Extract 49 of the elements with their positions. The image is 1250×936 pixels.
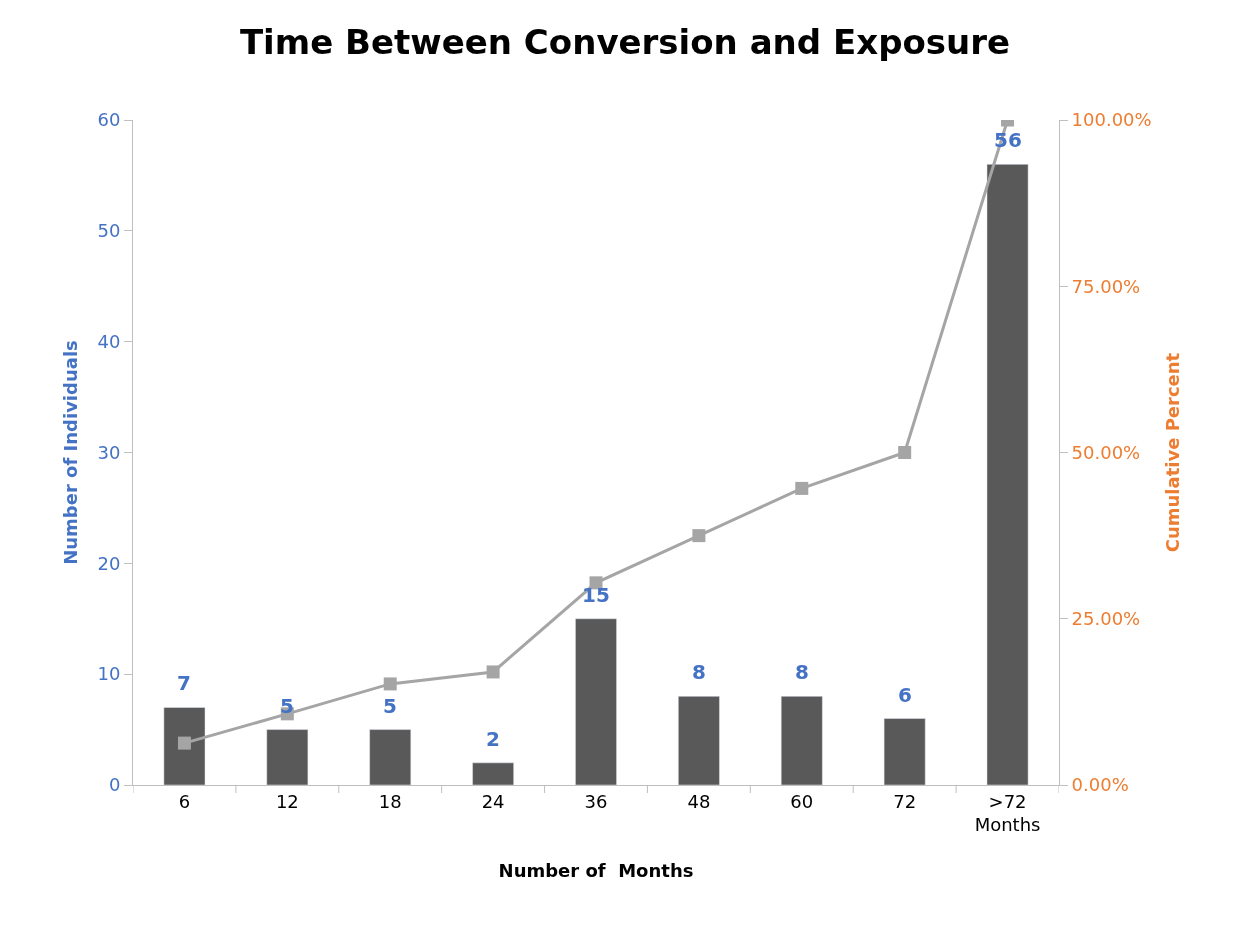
x-tick-label: 36: [584, 790, 608, 812]
y2-tick-label: 0.00%: [1071, 774, 1129, 796]
bar: [780, 696, 823, 785]
y-tick-label: 60: [97, 109, 121, 131]
bar: [472, 762, 514, 785]
bar: [575, 618, 617, 785]
point: [795, 481, 809, 495]
y2-tick-label: 100.00%: [1071, 109, 1152, 131]
x-tick-label: 24: [481, 790, 505, 812]
data-label: 2: [486, 727, 500, 751]
point: [486, 665, 500, 679]
y-tick-label: 40: [97, 330, 121, 352]
bar: [266, 729, 309, 785]
data-label: 15: [582, 583, 610, 607]
y2-tick-label: 50.00%: [1071, 441, 1141, 463]
y-axis-title: Number of Individuals: [59, 340, 81, 565]
y-tick-label: 30: [97, 441, 121, 463]
y-tick-label: 50: [97, 220, 121, 242]
y2-tick-label: 75.00%: [1071, 275, 1141, 297]
bar: [883, 718, 926, 785]
x-tick-label: >72 Months: [974, 790, 1041, 835]
bar: [678, 696, 720, 785]
x-tick-label: 12: [275, 790, 299, 812]
x-tick-label: 6: [178, 790, 191, 812]
data-label: 7: [177, 671, 191, 695]
point: [692, 529, 706, 543]
data-label: 8: [795, 660, 809, 684]
bar: [986, 164, 1029, 785]
point: [383, 677, 397, 691]
x-tick-label: 72: [893, 790, 917, 812]
bar: [369, 729, 412, 785]
point: [898, 446, 912, 459]
chart-title: Time Between Conversion and Exposure: [239, 22, 1011, 63]
bar: [163, 707, 206, 785]
data-label: 56: [994, 128, 1022, 152]
point: [177, 736, 191, 750]
data-label: 5: [383, 694, 397, 718]
data-label: 6: [898, 683, 912, 707]
data-label: 5: [280, 694, 294, 718]
x-tick-label: 18: [378, 790, 402, 812]
y2-axis-title: Cumulative Percent: [1161, 352, 1183, 553]
x-tick-label: 48: [687, 790, 711, 812]
data-label: 8: [692, 660, 706, 684]
y-tick-label: 20: [97, 552, 121, 574]
x-tick-label: 60: [790, 790, 814, 812]
y-tick-label: 0: [108, 774, 121, 796]
y2-tick-label: 25.00%: [1071, 608, 1141, 630]
x-axis-title: Number of Months: [498, 860, 694, 882]
y-tick-label: 10: [97, 663, 121, 685]
